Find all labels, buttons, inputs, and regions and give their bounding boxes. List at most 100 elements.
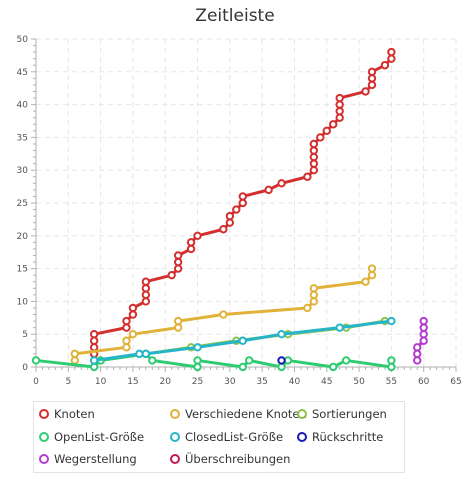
series-0-point — [380, 61, 390, 70]
series-6-point — [413, 349, 422, 359]
legend-marker — [39, 432, 49, 442]
legend-marker — [170, 454, 180, 464]
series-0-point — [309, 166, 319, 175]
series-0-point — [335, 113, 344, 122]
legend-marker — [297, 432, 307, 442]
series-0-point — [238, 192, 247, 201]
legend-label: Überschreibungen — [185, 452, 291, 466]
series-0-point — [238, 198, 247, 208]
series-1-point — [309, 284, 319, 293]
series-6-point — [419, 336, 428, 345]
series-0-point — [309, 159, 319, 168]
legend-item[interactable]: Rückschritte — [297, 430, 383, 444]
series-0-point — [387, 54, 396, 63]
legend-label: Wegerstellung — [54, 452, 137, 466]
x-tick-label: 35 — [256, 377, 267, 387]
series-3-point — [387, 362, 396, 372]
legend-item[interactable]: Wegerstellung — [39, 452, 137, 466]
series-0-point — [167, 270, 176, 280]
y-tick-label: 35 — [17, 133, 28, 143]
series-4-point — [135, 349, 144, 359]
series-3-point — [277, 362, 286, 372]
series-3-point — [89, 362, 99, 372]
series-4-point — [193, 343, 202, 352]
x-tick-label: 15 — [127, 377, 138, 387]
series-4-point — [89, 356, 99, 365]
legend-marker — [170, 409, 180, 419]
series-3-point — [31, 356, 41, 365]
y-tick-label: 40 — [17, 101, 29, 111]
legend-item[interactable]: Knoten — [39, 407, 95, 421]
series-1-point — [70, 356, 79, 365]
series-4-point — [335, 323, 344, 332]
x-tick-label: 40 — [289, 377, 301, 387]
series-0-point — [141, 290, 151, 300]
series-0-point — [232, 205, 241, 214]
y-tick-label: 30 — [17, 166, 29, 176]
legend-label: Sortierungen — [312, 407, 387, 421]
series-5-point — [277, 356, 286, 365]
series-1-point — [128, 330, 138, 339]
series-0-point — [264, 185, 273, 195]
series-0-point — [277, 179, 286, 188]
series-1-point — [70, 349, 79, 359]
legend-item[interactable]: Verschiedene Knoten — [170, 407, 307, 421]
x-tick-label: 0 — [33, 377, 39, 387]
x-tick-label: 45 — [321, 377, 332, 387]
legend-item[interactable]: Sortierungen — [297, 407, 387, 421]
y-tick-label: 10 — [17, 297, 29, 307]
series-0-point — [173, 257, 183, 267]
series-0-point — [89, 330, 99, 339]
y-tick-label: 45 — [17, 68, 28, 78]
series-0-point — [186, 238, 196, 247]
series-0-point — [219, 225, 228, 234]
x-tick-label: 20 — [160, 377, 172, 387]
y-tick-label: 50 — [17, 35, 29, 45]
series-1-point — [219, 310, 228, 319]
legend-marker — [170, 432, 180, 442]
series-0-point — [141, 277, 151, 286]
series-0-point — [173, 251, 183, 260]
x-tick-label: 60 — [418, 377, 430, 387]
series-6-point — [419, 330, 428, 339]
y-tick-label: 5 — [22, 330, 28, 340]
series-0-point — [128, 303, 138, 313]
series-6-point — [419, 323, 428, 332]
series-0-point — [322, 126, 331, 136]
series-3-point — [245, 356, 254, 365]
series-6-point — [419, 316, 428, 326]
series-0-point — [173, 264, 183, 273]
series-0-point — [367, 80, 377, 90]
legend-item[interactable]: Überschreibungen — [170, 452, 290, 466]
series-1-point — [173, 316, 183, 326]
x-tick-label: 25 — [192, 377, 203, 387]
series-1-point — [122, 336, 131, 345]
legend-label: Rückschritte — [312, 430, 384, 444]
y-tick-label: 15 — [17, 265, 28, 275]
series-0-point — [316, 133, 325, 142]
series-3-point — [238, 362, 247, 372]
series-0-point — [309, 139, 319, 149]
series-1-point — [367, 270, 377, 280]
series-0-point — [303, 172, 312, 181]
series-0-point — [309, 152, 319, 162]
legend-item[interactable]: OpenList-Größe — [39, 430, 144, 444]
series-0-point — [387, 47, 396, 57]
series-6-point — [413, 356, 422, 365]
series-1-point — [309, 290, 319, 300]
series-4-point — [141, 349, 151, 359]
series-0-point — [122, 316, 131, 326]
series-0-point — [89, 343, 99, 352]
timeline-chart: 0 5 10 15 20 25 30 35 40 45 50 55 60 65 0 5 10 15 20 25 30 35… — [17, 35, 462, 387]
x-tick-label: 5 — [65, 377, 71, 387]
series-4-point — [387, 316, 396, 326]
series-0-point — [329, 120, 338, 129]
legend-label: Knoten — [54, 407, 95, 421]
series-3-point — [387, 356, 396, 365]
x-tick-label: 50 — [353, 377, 365, 387]
series-1-point — [367, 264, 377, 273]
series-0-point — [193, 231, 202, 241]
legend-item[interactable]: ClosedList-Größe — [170, 430, 283, 444]
series-4-point — [238, 336, 247, 345]
axes: 0 5 10 15 20 25 30 35 40 45 50 55 60 65 0 5 10 15 20 25 30 35… — [17, 35, 462, 387]
